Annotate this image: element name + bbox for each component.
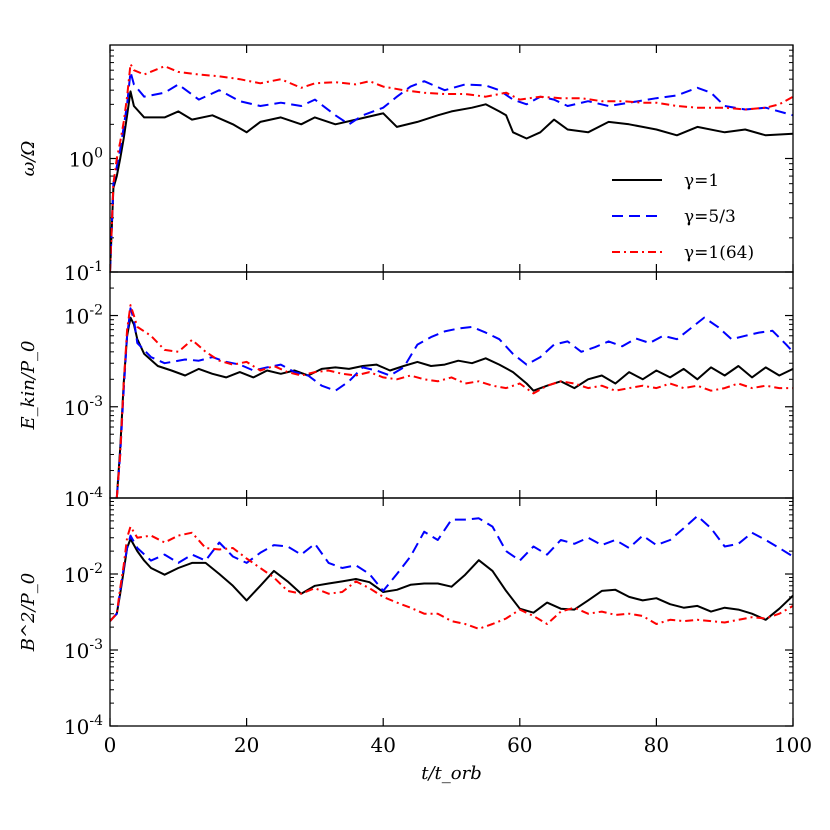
- panel-ekin: 10-2 10-3 10-4 E_kin/P_0: [18, 271, 794, 511]
- y-tick-label: 10-2: [64, 561, 103, 587]
- series-line-b2-2: [110, 525, 793, 630]
- panel-frame: [109, 44, 794, 273]
- series-line-b2-1: [110, 515, 793, 622]
- x-tick-label: 60: [507, 733, 532, 757]
- legend-label-2: γ=1(64): [684, 243, 754, 263]
- x-tick-label: 100: [774, 733, 812, 757]
- y-tick-label: 10-1: [64, 259, 103, 285]
- panel-frame: [109, 497, 794, 727]
- y-axis-label-ekin: E_kin/P_0: [18, 340, 39, 430]
- y-axis-label-b2: B^2/P_0: [18, 573, 39, 652]
- series-group: [115, 304, 793, 498]
- legend-label-0: γ=1: [684, 171, 719, 191]
- legend: γ=1 γ=5/3 γ=1(64): [612, 171, 754, 263]
- y-tick-label: 10-2: [64, 303, 103, 329]
- x-tick-label: 20: [234, 733, 259, 757]
- x-tick-label: 40: [370, 733, 395, 757]
- series-group: [110, 63, 793, 272]
- series-line-omega-2: [110, 63, 793, 272]
- panel-omega: 100 10-1 ω/Ω: [18, 44, 794, 285]
- x-tick-label: 0: [104, 733, 117, 757]
- series-line-ekin-1: [115, 307, 793, 498]
- y-tick-label: 10-3: [64, 394, 103, 420]
- x-tick-label: 80: [644, 733, 669, 757]
- series-group: [110, 515, 793, 630]
- legend-label-1: γ=5/3: [684, 207, 736, 227]
- series-line-b2-0: [110, 537, 793, 622]
- series-line-omega-1: [110, 70, 793, 272]
- y-axis-label-omega: ω/Ω: [18, 141, 39, 177]
- series-line-ekin-2: [115, 304, 793, 498]
- panel-frame: [109, 271, 794, 499]
- y-tick-label: 10-4: [64, 713, 103, 739]
- y-tick-label: 10-4: [64, 485, 103, 511]
- x-axis-label: t/t_orb: [421, 763, 482, 784]
- series-line-ekin-0: [115, 316, 793, 498]
- panel-b2: 10-2 10-3 10-4 B^2/P_0: [18, 497, 794, 739]
- y-tick-label: 100: [69, 146, 103, 172]
- y-tick-label: 10-3: [64, 637, 103, 663]
- series-line-omega-0: [110, 90, 793, 272]
